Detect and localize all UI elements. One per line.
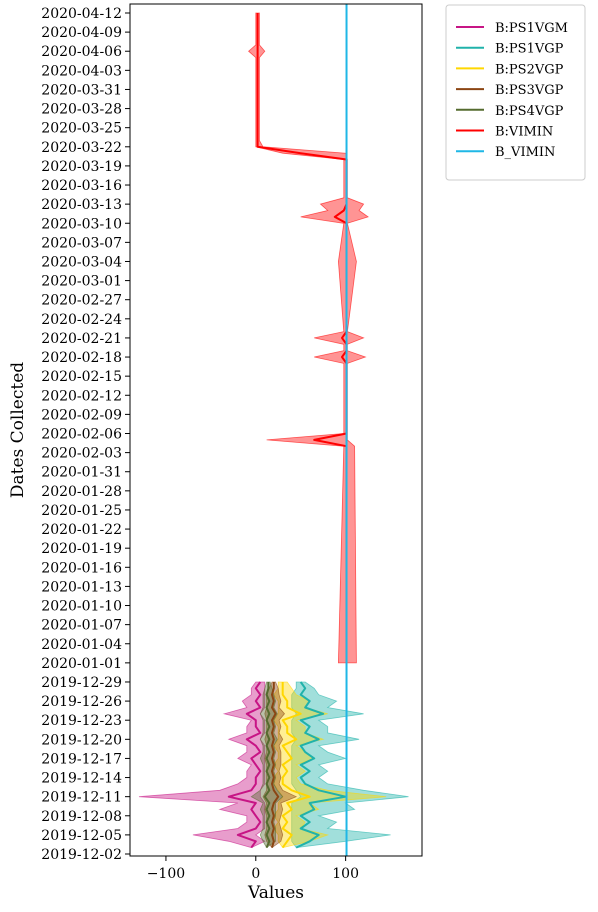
plot-border [129,3,423,857]
y-tick-label: 2020-03-07 [41,235,122,251]
y-tick-label: 2020-03-25 [41,121,122,137]
y-tick-label: 2020-01-04 [41,637,122,653]
band-b-vimin [247,12,369,664]
y-tick-label: 2019-12-05 [41,828,122,844]
y-tick-label: 2020-03-28 [41,102,122,118]
y-tick-label: 2019-12-14 [41,771,122,787]
y-tick-label: 2020-02-15 [41,369,122,385]
series-lines [227,4,348,856]
confidence-bands [138,12,409,849]
legend-entry: B_VIMIN [495,145,555,160]
legend-entry: B:VIMIN [495,125,553,140]
y-tick-label: 2020-01-22 [41,522,122,538]
y-tick-label: 2020-02-09 [41,407,122,423]
y-tick-label: 2020-04-12 [41,6,122,22]
y-tick-label: 2020-01-19 [41,541,122,557]
y-tick-label: 2020-02-12 [41,388,122,404]
y-tick-label: 2020-03-04 [41,254,122,270]
y-tick-label: 2020-03-22 [41,140,122,156]
x-axis-ticks: −100 0 100 [147,856,359,882]
y-tick-label: 2020-02-21 [41,331,122,347]
y-tick-label: 2019-12-23 [41,713,122,729]
line-b-ps2vgp [281,682,311,849]
y-tick-label: 2020-01-10 [41,599,122,615]
x-tick-label: 0 [251,866,260,882]
line-b-ps1vgm [227,681,262,849]
y-tick-label: 2020-02-06 [41,427,122,443]
y-axis-label: Dates Collected [8,362,28,498]
y-tick-label: 2020-01-28 [41,484,122,500]
legend: B:PS1VGM B:PS1VGP B:PS2VGP B:PS3VGP B:PS4VGP… [445,4,586,181]
y-tick-label: 2020-02-03 [41,446,122,462]
y-tick-label: 2020-03-13 [41,197,122,213]
y-tick-label: 2019-12-26 [41,694,122,710]
y-tick-label: 2020-03-16 [41,178,122,194]
y-tick-label: 2019-12-02 [41,847,122,863]
y-tick-label: 2020-03-01 [41,274,122,290]
y-tick-label: 2019-12-20 [41,732,122,748]
plot-frame [129,3,423,857]
x-tick-label: 100 [332,866,359,882]
y-tick-label: 2020-04-06 [41,44,122,60]
y-tick-label: 2020-01-25 [41,503,122,519]
line-b-ps4vgp [263,682,271,848]
legend-entry: B:PS2VGP [495,62,564,77]
legend-entry: B:PS4VGP [495,104,564,119]
y-tick-label: 2019-12-29 [41,675,122,691]
y-tick-label: 2020-01-01 [41,656,122,672]
line-b-ps1vgp [295,681,347,849]
y-tick-label: 2020-01-07 [41,618,122,634]
y-tick-label: 2020-04-03 [41,63,122,79]
y-tick-label: 2020-04-09 [41,25,122,41]
y-tick-label: 2020-01-31 [41,465,122,481]
x-axis-label: Values [247,883,304,903]
x-tick-label: −100 [147,866,185,882]
y-tick-label: 2019-12-08 [41,809,122,825]
band-b-ps1vgm [138,681,266,849]
y-tick-label: 2020-03-10 [41,216,122,232]
y-tick-label: 2019-12-17 [41,751,122,767]
legend-entry: B:PS1VGP [495,42,564,57]
y-tick-label: 2020-02-27 [41,293,122,309]
y-tick-label: 2020-01-16 [41,560,122,576]
y-tick-label: 2020-01-13 [41,579,122,595]
legend-box [445,4,586,181]
y-tick-label: 2020-03-31 [41,82,122,98]
legend-entry: B:PS1VGM [495,21,568,36]
y-tick-label: 2019-12-11 [41,790,122,806]
y-tick-label: 2020-02-18 [41,350,122,366]
y-tick-label: 2020-02-24 [41,312,122,328]
legend-entry: B:PS3VGP [495,83,564,98]
y-axis-ticks: 2020-04-12 2020-04-09 2020-04-06 2020-04-03… [41,6,130,863]
line-b-ps3vgp [271,682,280,848]
y-tick-label: 2020-03-19 [41,159,122,175]
